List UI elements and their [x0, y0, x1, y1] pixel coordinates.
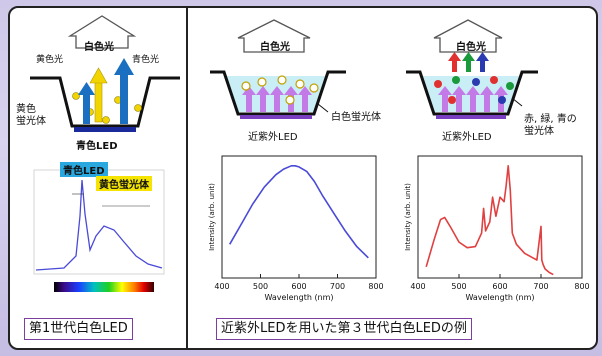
- led-cup-outline: [30, 76, 180, 128]
- x-tick-label: 700: [330, 282, 345, 291]
- white-light-label: 白色光: [456, 42, 486, 53]
- white-phosphor-label: 白色蛍光体: [331, 112, 381, 123]
- green-phosphor: [506, 82, 514, 90]
- y-axis-label: Intensity (arb. unit): [208, 183, 216, 251]
- red-phosphor: [490, 76, 498, 84]
- gen1-diagram: [30, 15, 180, 132]
- nuv-led-label: 近紫外LED: [248, 132, 298, 143]
- spectrum-curve: [35, 179, 163, 271]
- x-axis-label: Wavelength (nm): [264, 293, 333, 302]
- gen3-panel: 白色光 白色蛍光体 近紫外LED 白色光 赤, 緑, 青の 蛍光体 近紫外LED…: [186, 6, 598, 350]
- phosphor-particle: [72, 92, 80, 100]
- gen3-rgb-diagram: [406, 19, 538, 119]
- gen1-caption: 第1世代白色LED: [24, 318, 133, 340]
- x-axis-label: Wavelength (nm): [465, 293, 534, 302]
- x-tick-label: 500: [253, 282, 268, 291]
- red-phosphor: [434, 80, 442, 88]
- visible-spectrum-bar: [54, 282, 154, 292]
- led-base: [74, 127, 136, 132]
- uv-arrow-icon: [260, 94, 266, 112]
- spectrum-line: [425, 165, 554, 276]
- red-arrow-icon: [448, 52, 461, 61]
- x-tick-label: 400: [214, 282, 229, 291]
- green-phosphor: [452, 76, 460, 84]
- spectrum-line: [229, 165, 369, 259]
- green-arrow-icon: [462, 52, 475, 61]
- red-phosphor: [448, 96, 456, 104]
- white-light-label: 白色光: [260, 42, 290, 53]
- uv-arrow-icon: [302, 94, 308, 112]
- uv-arrow-icon: [246, 94, 252, 112]
- gen3-rgb-spectrum-chart: 400 500 600 700 800 Wavelength (nm) Intensity …: [404, 155, 590, 302]
- gen3-caption: 近紫外LEDを用いた第３世代白色LEDの例: [216, 318, 472, 340]
- x-tick-label: 500: [451, 282, 466, 291]
- rgb-phosphor-label-line2: 蛍光体: [524, 126, 554, 137]
- pointer-line: [317, 103, 329, 113]
- white-light-arrow-icon: [67, 15, 137, 49]
- led-base: [240, 115, 312, 119]
- gen1-panel: 白色光 黄色光 青色光 黄色 蛍光体 青色LED 青色LED 黄色蛍光体 第1世…: [8, 6, 188, 350]
- x-tick-label: 800: [368, 282, 383, 291]
- x-tick-label: 800: [574, 282, 589, 291]
- tag-yellow-phosphor: 黄色蛍光体: [96, 176, 152, 191]
- nuv-led-label: 近紫外LED: [442, 132, 492, 143]
- tag-blue-led: 青色LED: [60, 162, 108, 177]
- led-cup-outline: [406, 70, 538, 116]
- blue-arrow-icon: [114, 58, 134, 75]
- yellow-arrow-shaft: [94, 81, 103, 123]
- blue-arrow-icon: [78, 82, 95, 95]
- blue-arrow-shaft: [83, 94, 90, 124]
- plot-frame: [417, 155, 583, 279]
- blue-arrow-shaft: [120, 74, 128, 124]
- white-light-arrow-icon: [433, 19, 503, 53]
- phosphor-particle: [134, 104, 142, 112]
- phosphor-label-line2: 蛍光体: [16, 116, 46, 127]
- phosphor-particle: [102, 116, 110, 124]
- blue-led-label: 青色LED: [76, 141, 118, 152]
- x-tick-label: 600: [492, 282, 507, 291]
- x-tick-label: 600: [291, 282, 306, 291]
- y-axis-label: Intensity (arb. unit): [404, 183, 412, 251]
- led-base: [436, 115, 506, 119]
- pointer-line: [511, 97, 523, 107]
- white-light-label: 白色光: [84, 42, 114, 53]
- white-phosphor-particles: [241, 75, 319, 105]
- blue-phosphor: [498, 96, 506, 104]
- blue-arrow-icon: [476, 52, 489, 61]
- blue-light-label: 青色光: [132, 55, 160, 65]
- yellow-light-label: 黄色光: [36, 55, 64, 65]
- yellow-arrow-icon: [89, 67, 108, 84]
- gen3-single-spectrum-chart: 400 500 600 700 800 Wavelength (nm) Intensity …: [208, 155, 384, 302]
- x-tick-label: 400: [410, 282, 425, 291]
- rgb-phosphor-label-line1: 赤, 緑, 青の: [524, 114, 577, 125]
- led-cup-outline: [210, 70, 346, 116]
- white-light-arrow-icon: [237, 19, 311, 53]
- x-tick-label: 700: [533, 282, 548, 291]
- blue-phosphor: [472, 78, 480, 86]
- uv-arrow-icon: [274, 94, 280, 112]
- gen3-single-diagram: [210, 19, 346, 119]
- phosphor-label-line1: 黄色: [16, 104, 36, 115]
